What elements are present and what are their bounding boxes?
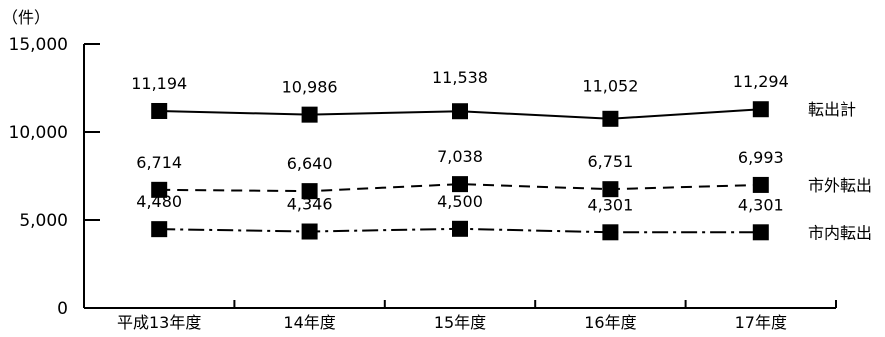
data-point xyxy=(602,110,619,127)
x-tick-label: 14年度 xyxy=(283,313,335,332)
data-label: 10,986 xyxy=(282,78,338,97)
data-label: 6,714 xyxy=(136,153,182,172)
data-label: 4,346 xyxy=(287,195,333,214)
y-ticks: 0 5,000 10,000 15,000 xyxy=(9,35,100,319)
y-tick-label: 0 xyxy=(57,299,68,319)
data-point xyxy=(602,224,619,241)
x-tick-label: 平成13年度 xyxy=(117,313,201,332)
data-label: 11,194 xyxy=(131,74,187,93)
data-label: 4,480 xyxy=(136,192,182,211)
data-label: 4,301 xyxy=(587,195,633,214)
data-label: 11,052 xyxy=(582,76,638,95)
data-label: 7,038 xyxy=(437,147,483,166)
x-ticks: 平成13年度 14年度 15年度 16年度 17年度 xyxy=(117,300,837,332)
data-label: 6,751 xyxy=(587,152,633,171)
data-point xyxy=(151,221,168,238)
data-point xyxy=(752,101,769,118)
data-label: 6,640 xyxy=(287,154,333,173)
y-unit-label: （件） xyxy=(2,8,50,27)
series-name-label: 市外転出 xyxy=(808,176,872,195)
data-point xyxy=(752,224,769,241)
x-tick-label: 16年度 xyxy=(584,313,636,332)
data-label: 11,538 xyxy=(432,68,488,87)
series-name-label: 転出計 xyxy=(808,100,856,119)
data-label: 11,294 xyxy=(733,72,789,91)
series-1: 11,194 10,986 11,538 11,052 11,294 転出計 xyxy=(131,68,856,127)
x-tick-label: 17年度 xyxy=(735,313,787,332)
x-tick-label: 15年度 xyxy=(434,313,486,332)
data-label: 4,301 xyxy=(738,195,784,214)
data-point xyxy=(301,223,318,240)
data-label: 6,993 xyxy=(738,148,784,167)
data-label: 4,500 xyxy=(437,192,483,211)
data-point xyxy=(752,176,769,193)
y-tick-label: 10,000 xyxy=(9,123,68,143)
y-tick-label: 5,000 xyxy=(19,211,68,231)
data-point xyxy=(602,181,619,198)
data-point xyxy=(151,181,168,198)
series-2: 6,714 6,640 7,038 6,751 6,993 市外転出 xyxy=(136,147,872,200)
data-point xyxy=(301,106,318,123)
series-line xyxy=(159,183,761,193)
series-name-label: 市内転出 xyxy=(808,223,872,242)
series-3: 4,480 4,346 4,500 4,301 4,301 市内転出 xyxy=(136,192,872,243)
data-point xyxy=(452,103,468,120)
data-point xyxy=(452,176,468,193)
y-tick-label: 15,000 xyxy=(9,35,68,55)
data-point xyxy=(151,102,168,119)
data-point xyxy=(301,183,318,200)
data-point xyxy=(452,220,468,237)
